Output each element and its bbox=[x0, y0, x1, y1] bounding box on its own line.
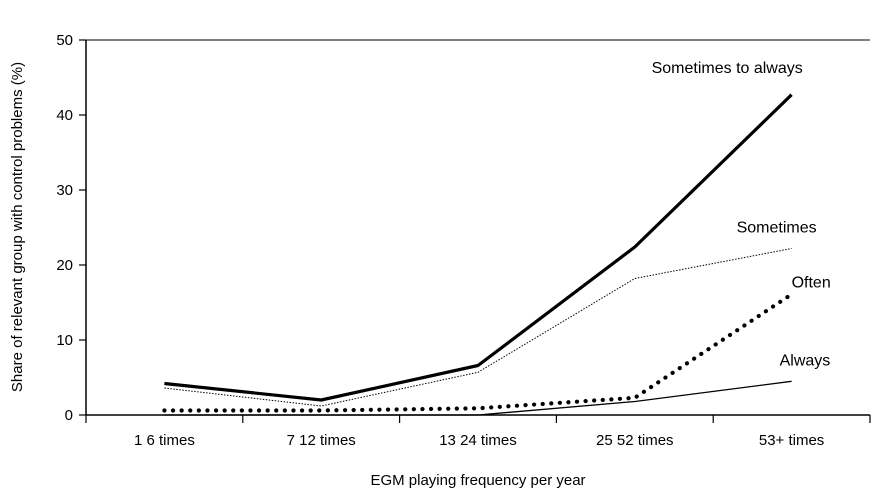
series-line-sometimes bbox=[164, 248, 792, 407]
y-tick-label: 0 bbox=[65, 407, 73, 424]
series-line-often bbox=[162, 292, 794, 413]
series-label-sometimes-to-always: Sometimes to always bbox=[652, 60, 803, 77]
y-tick-label: 10 bbox=[56, 332, 73, 349]
series-label-often: Often bbox=[792, 274, 831, 291]
x-tick-label: 53+ times bbox=[759, 432, 824, 449]
series-labels: Sometimes to always Sometimes Often Always bbox=[652, 60, 831, 370]
y-tick-label: 50 bbox=[56, 32, 73, 49]
series-label-always: Always bbox=[780, 352, 831, 369]
x-tick-label: 25 52 times bbox=[596, 432, 674, 449]
y-tick-label: 20 bbox=[56, 257, 73, 274]
series-label-sometimes: Sometimes bbox=[737, 220, 817, 237]
series-line-always bbox=[164, 380, 792, 416]
series-line-sometimes-to-always bbox=[164, 93, 793, 402]
x-tick-label: 13 24 times bbox=[439, 432, 517, 449]
x-tick-label: 7 12 times bbox=[287, 432, 356, 449]
y-tick-label: 40 bbox=[56, 107, 73, 124]
y-axis-title: Share of relevant group with control pro… bbox=[9, 62, 26, 392]
axes: 0 10 20 30 40 50 1 6 times 7 12 times 13 24 time… bbox=[56, 32, 871, 449]
x-axis-title: EGM playing frequency per year bbox=[370, 472, 585, 489]
y-tick-label: 30 bbox=[56, 182, 73, 199]
series-lines bbox=[162, 93, 794, 416]
x-tick-label: 1 6 times bbox=[134, 432, 195, 449]
